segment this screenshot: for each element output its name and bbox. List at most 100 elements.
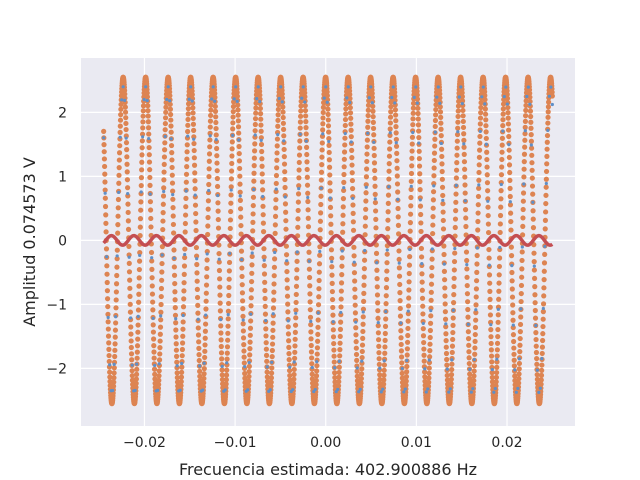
data-point (117, 190, 121, 194)
data-point (112, 353, 118, 360)
data-point (249, 270, 255, 276)
data-point (489, 370, 495, 376)
data-point (118, 112, 124, 118)
data-point (485, 212, 491, 219)
data-point (472, 338, 478, 345)
data-point (173, 320, 179, 326)
data-point (213, 125, 219, 132)
data-point (174, 353, 180, 359)
data-point (369, 94, 376, 100)
data-point (338, 288, 344, 294)
data-point (466, 355, 472, 361)
data-point (102, 187, 108, 193)
data-point (542, 217, 549, 223)
data-point (179, 340, 186, 346)
data-point (282, 169, 288, 175)
data-point (429, 264, 435, 271)
data-point (181, 280, 187, 286)
data-point (411, 130, 415, 135)
data-point (184, 156, 190, 162)
data-point (359, 342, 366, 348)
data-point (173, 341, 179, 347)
data-point (375, 300, 381, 306)
data-point (286, 344, 292, 350)
data-point (483, 123, 489, 129)
data-point (262, 279, 268, 285)
data-point (309, 371, 315, 377)
data-point (315, 324, 321, 330)
data-point (354, 357, 360, 363)
data-point (388, 109, 394, 115)
data-point (169, 150, 175, 156)
data-point (517, 321, 524, 328)
x-axis-label: Frecuencia estimada: 402.900886 Hz (179, 460, 477, 479)
data-point (499, 182, 503, 187)
data-point (295, 216, 301, 222)
data-point (545, 120, 551, 126)
data-point (375, 315, 381, 321)
data-point (313, 387, 317, 392)
data-point (318, 177, 324, 183)
data-point (150, 322, 156, 328)
data-point (294, 275, 300, 281)
data-point (540, 301, 547, 307)
data-point (281, 161, 288, 167)
data-point (511, 338, 517, 345)
data-point (144, 94, 151, 100)
data-point (223, 372, 230, 378)
data-point (149, 283, 155, 289)
data-point (102, 203, 109, 210)
data-point (499, 164, 505, 170)
data-point (240, 258, 244, 262)
data-point (337, 353, 343, 359)
data-point (246, 369, 252, 375)
data-point (443, 338, 449, 344)
data-point (303, 144, 310, 150)
data-point (387, 139, 393, 145)
data-point (320, 121, 326, 127)
data-point (476, 154, 482, 160)
data-point (235, 118, 241, 124)
data-point (201, 366, 207, 372)
data-point (242, 375, 248, 381)
data-point (538, 372, 545, 378)
data-point (295, 199, 301, 205)
data-point (337, 347, 343, 353)
data-point (308, 336, 314, 342)
data-point (529, 143, 533, 147)
data-point (273, 172, 280, 179)
data-point (529, 152, 535, 158)
data-point (230, 103, 237, 110)
data-point (433, 130, 437, 134)
data-point (420, 262, 424, 266)
data-point (427, 320, 434, 326)
data-point (147, 167, 153, 173)
data-point (238, 248, 245, 254)
data-point (247, 332, 253, 338)
data-point (444, 362, 450, 368)
data-point (427, 358, 431, 362)
data-point (443, 331, 449, 337)
data-point (148, 192, 152, 196)
data-point (125, 218, 131, 224)
data-point (150, 299, 156, 305)
data-point (272, 222, 278, 228)
data-point (406, 279, 412, 285)
data-point (378, 366, 382, 370)
data-point (383, 301, 389, 307)
data-point (228, 251, 232, 256)
data-point (318, 201, 324, 208)
data-point (484, 149, 490, 155)
data-point (442, 277, 448, 283)
data-point (241, 342, 247, 348)
data-point (462, 174, 468, 180)
data-point (360, 306, 367, 312)
data-point (332, 374, 338, 381)
data-point (173, 327, 179, 333)
data-point (198, 364, 202, 368)
data-point (508, 227, 514, 233)
data-point (545, 109, 551, 115)
data-point (385, 217, 391, 223)
data-point (151, 336, 157, 342)
data-point (226, 268, 232, 274)
